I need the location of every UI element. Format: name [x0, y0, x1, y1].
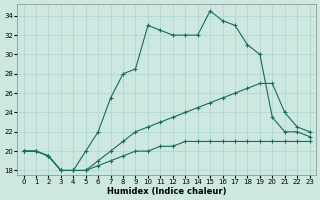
X-axis label: Humidex (Indice chaleur): Humidex (Indice chaleur): [107, 187, 226, 196]
